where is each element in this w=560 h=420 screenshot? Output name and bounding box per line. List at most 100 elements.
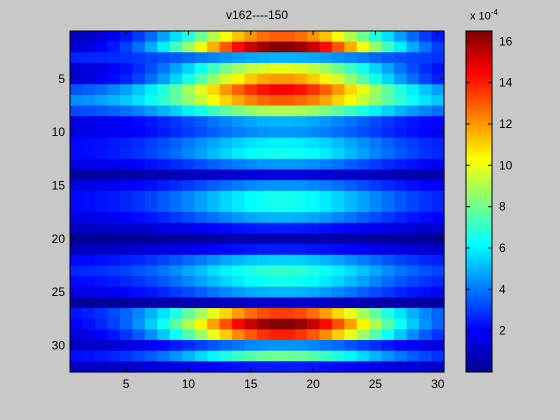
heatmap-cell [70,340,84,352]
heatmap-cell [281,190,295,203]
heatmap-cell [70,116,84,128]
heatmap-cell [281,31,295,43]
y-axis: 5 10 15 20 25 30 [52,72,444,352]
heatmap-cell [344,233,358,245]
heatmap-cell [419,137,433,149]
heatmap-cell [281,94,295,107]
heatmap-cell [294,244,308,256]
heatmap-cell [70,84,84,96]
heatmap-cell [132,190,146,203]
heatmap-cell [269,222,283,235]
heatmap-cell [157,329,171,341]
heatmap-cell [107,318,121,330]
heatmap-cell [431,297,445,309]
heatmap-cell [169,201,183,213]
heatmap-cell [356,148,370,160]
heatmap-cell [219,190,233,203]
heatmap-cell [331,62,345,75]
heatmap-cell [394,308,408,320]
heatmap-cell [356,201,370,213]
heatmap-cell [157,31,171,43]
colorbar-tick-label: 10 [499,158,513,172]
heatmap-cell [132,212,146,224]
heatmap-cell [431,73,445,85]
heatmap-cell [356,62,370,75]
heatmap-cell [94,212,108,224]
heatmap-cell [394,318,408,330]
heatmap-cell [232,190,246,203]
heatmap-cell [144,201,158,213]
heatmap-cell [356,190,370,203]
heatmap-cell [331,180,345,192]
heatmap-cell [232,52,246,64]
heatmap-cell [257,318,271,330]
heatmap-cell [107,105,121,117]
x-tick-label: 10 [182,377,196,391]
heatmap-cell [119,169,133,181]
heatmap-cell [257,254,271,267]
heatmap-cell [431,340,445,352]
heatmap-cell [331,137,345,149]
heatmap-cell [194,158,208,171]
heatmap-cell [306,233,320,245]
heatmap-cell [194,105,208,117]
heatmap-cell [319,190,333,203]
heatmap-cell [281,148,295,160]
plot-frame [69,30,445,373]
heatmap-cell [244,137,258,149]
heatmap-cell [107,31,121,43]
heatmap-cell [194,84,208,96]
heatmap-cell [94,84,108,96]
heatmap-cell [132,244,146,256]
heatmap-cell [257,222,271,235]
heatmap-cell [169,350,183,362]
heatmap-cell [344,94,358,107]
heatmap-cell [369,41,383,53]
heatmap-cell [169,52,183,64]
heatmap-cell [381,212,395,224]
heatmap-cell [281,350,295,362]
heatmap-cell [244,84,258,96]
heatmap-cell [132,84,146,96]
heatmap-cell [219,180,233,192]
heatmap-cell [381,169,395,181]
heatmap-cell [144,308,158,320]
heatmap-cell [257,126,271,139]
heatmap-cell [294,286,308,299]
heatmap-cell [369,201,383,213]
heatmap-cell [169,361,183,373]
heatmap-cell [132,169,146,181]
heatmap-cell [169,158,183,171]
heatmap-cell [107,52,121,64]
chart-title: v162----150 [225,8,289,22]
heatmap-cell [281,137,295,149]
heatmap-cell [431,286,445,299]
heatmap-cell [94,350,108,362]
heatmap-cell [144,350,158,362]
heatmap-cell [119,244,133,256]
heatmap-cell [356,180,370,192]
heatmap-cell [232,222,246,235]
heatmap-cell [169,116,183,128]
heatmap-cell [269,116,283,128]
heatmap-cell [369,84,383,96]
heatmap-cell [82,31,96,43]
heatmap-cell [369,158,383,171]
heatmap-cell [244,31,258,43]
heatmap-cell [319,62,333,75]
heatmap-cell [244,148,258,160]
heatmap-cell [281,308,295,320]
heatmap-cell [194,350,208,362]
heatmap-cell [182,31,196,43]
heatmap-cell [194,286,208,299]
heatmap-cell [219,222,233,235]
heatmap-cell [94,340,108,352]
heatmap-cell [182,318,196,330]
heatmap-cell [306,116,320,128]
heatmap-cell [356,31,370,43]
heatmap-cell [369,308,383,320]
heatmap-cell [219,361,233,373]
heatmap-cell [369,361,383,373]
heatmap-cell [419,297,433,309]
heatmap-cell [144,180,158,192]
